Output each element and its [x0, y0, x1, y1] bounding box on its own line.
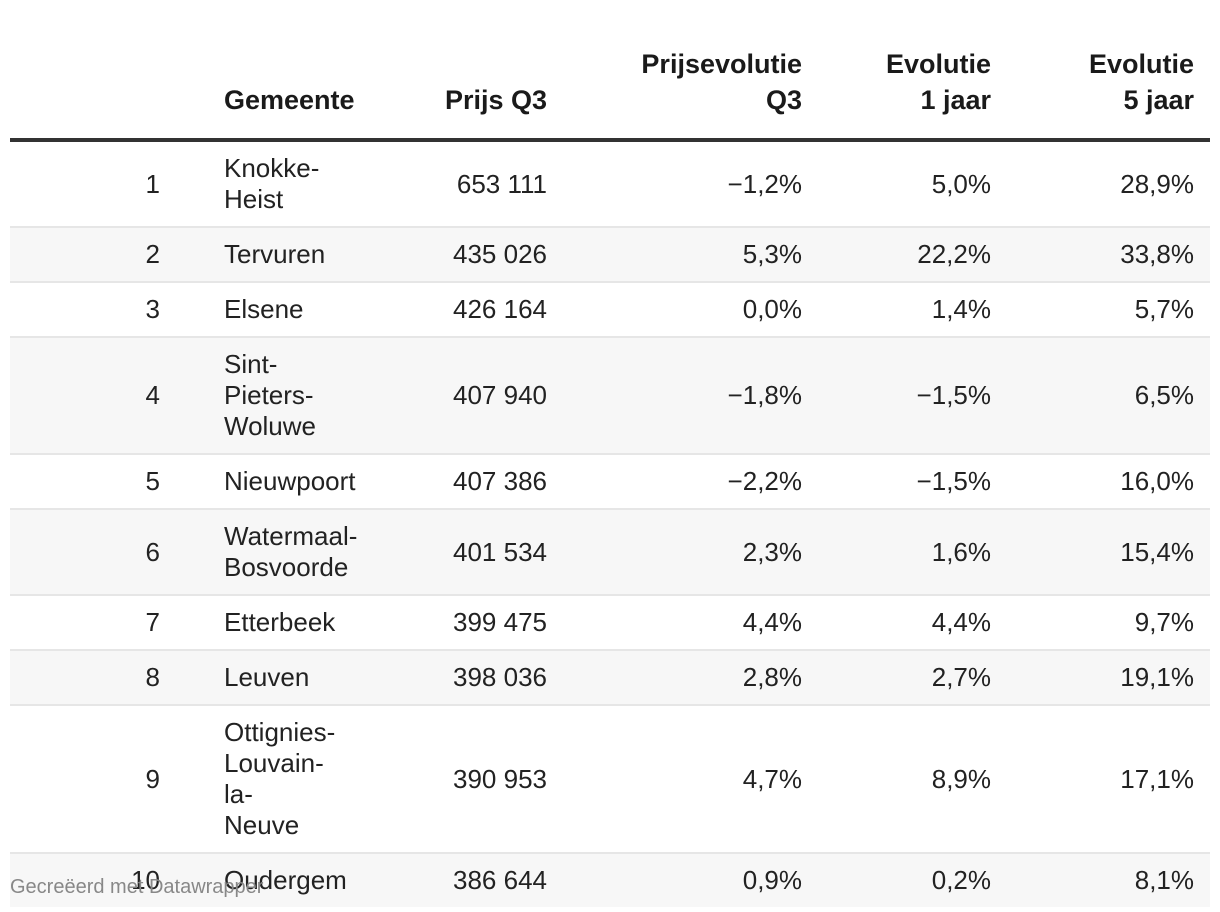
table-row: 2 Tervuren 435 026 5,3% 22,2% 33,8%	[10, 227, 1210, 283]
cell-evolutie-5-jaar: 5,7%	[1007, 282, 1210, 338]
cell-rank: 1	[10, 140, 160, 228]
cell-evolutie-1-jaar: 1,4%	[818, 282, 1007, 338]
cell-gemeente: Ottignies- Louvain-la- Neuve	[160, 705, 335, 854]
cell-gemeente: Nieuwpoort	[160, 454, 356, 510]
cell-prijs-q3: 386 644	[335, 853, 563, 907]
cell-prijsevolutie-q3: 2,3%	[563, 509, 818, 596]
header-prijsevolutie-q3: Prijsevolutie Q3	[563, 40, 818, 142]
cell-evolutie-5-jaar: 17,1%	[1007, 705, 1210, 854]
header-prijs-q3: Prijs Q3	[335, 40, 563, 142]
table-row: 5 Nieuwpoort 407 386 −2,2% −1,5% 16,0%	[10, 454, 1210, 510]
cell-evolutie-5-jaar: 33,8%	[1007, 227, 1210, 283]
cell-rank: 9	[10, 705, 160, 854]
cell-prijsevolutie-q3: 4,7%	[563, 705, 818, 854]
cell-prijsevolutie-q3: 5,3%	[563, 227, 818, 283]
cell-rank: 10	[10, 853, 160, 907]
cell-rank: 2	[10, 227, 160, 283]
cell-evolutie-5-jaar: 6,5%	[1007, 337, 1210, 455]
cell-evolutie-1-jaar: 8,9%	[818, 705, 1007, 854]
cell-evolutie-1-jaar: 0,2%	[818, 853, 1007, 907]
cell-evolutie-5-jaar: 8,1%	[1007, 853, 1210, 907]
cell-gemeente: Sint-Pieters- Woluwe	[160, 337, 335, 455]
table-header-row: Gemeente Prijs Q3 Prijsevolutie Q3 Evolutie 1…	[10, 40, 1210, 142]
cell-rank: 5	[10, 454, 160, 510]
cell-evolutie-1-jaar: 5,0%	[818, 140, 1007, 228]
cell-rank: 4	[10, 337, 160, 455]
data-table-container: Gemeente Prijs Q3 Prijsevolutie Q3 Evolutie 1…	[10, 40, 1210, 907]
table-row: 3 Elsene 426 164 0,0% 1,4% 5,7%	[10, 282, 1210, 338]
cell-gemeente: Tervuren	[160, 227, 335, 283]
cell-gemeente: Leuven	[160, 650, 335, 706]
header-evolutie-5-jaar: Evolutie 5 jaar	[1007, 40, 1210, 142]
cell-prijs-q3: 398 036	[335, 650, 563, 706]
cell-evolutie-1-jaar: 22,2%	[818, 227, 1007, 283]
table-row: 7 Etterbeek 399 475 4,4% 4,4% 9,7%	[10, 595, 1210, 651]
cell-rank: 6	[10, 509, 160, 596]
table-row: 6 Watermaal- Bosvoorde 401 534 2,3% 1,6% 15,4%	[10, 509, 1210, 596]
cell-evolutie-5-jaar: 19,1%	[1007, 650, 1210, 706]
cell-prijs-q3: 435 026	[335, 227, 563, 283]
cell-rank: 7	[10, 595, 160, 651]
table-row: 4 Sint-Pieters- Woluwe 407 940 −1,8% −1,5% 6,5…	[10, 337, 1210, 455]
cell-evolutie-1-jaar: 4,4%	[818, 595, 1007, 651]
cell-prijs-q3: 426 164	[335, 282, 563, 338]
cell-evolutie-5-jaar: 16,0%	[1007, 454, 1210, 510]
cell-prijs-q3: 399 475	[335, 595, 563, 651]
table-row: 8 Leuven 398 036 2,8% 2,7% 19,1%	[10, 650, 1210, 706]
cell-prijs-q3: 653 111	[335, 140, 563, 228]
cell-gemeente: Knokke- Heist	[160, 140, 335, 228]
cell-prijsevolutie-q3: 0,0%	[563, 282, 818, 338]
cell-evolutie-1-jaar: 2,7%	[818, 650, 1007, 706]
cell-prijsevolutie-q3: −1,8%	[563, 337, 818, 455]
cell-prijs-q3: 407 940	[335, 337, 563, 455]
cell-prijsevolutie-q3: 0,9%	[563, 853, 818, 907]
cell-gemeente: Etterbeek	[160, 595, 335, 651]
table-body: 1 Knokke- Heist 653 111 −1,2% 5,0% 28,9% 2 Tervu…	[10, 140, 1210, 907]
cell-evolutie-5-jaar: 15,4%	[1007, 509, 1210, 596]
cell-prijs-q3: 407 386	[335, 454, 563, 510]
cell-evolutie-1-jaar: 1,6%	[818, 509, 1007, 596]
cell-gemeente: Elsene	[160, 282, 335, 338]
header-rank	[10, 40, 160, 142]
table-row: 9 Ottignies- Louvain-la- Neuve 390 953 4,7% 8,…	[10, 705, 1210, 854]
header-evolutie-1-jaar: Evolutie 1 jaar	[818, 40, 1007, 142]
table-row: 10 Oudergem 386 644 0,9% 0,2% 8,1%	[10, 853, 1210, 907]
table-row: 1 Knokke- Heist 653 111 −1,2% 5,0% 28,9%	[10, 140, 1210, 228]
cell-evolutie-5-jaar: 28,9%	[1007, 140, 1210, 228]
cell-prijs-q3: 401 534	[335, 509, 563, 596]
credit-footer: Gecreëerd met Datawrapper	[10, 876, 264, 898]
cell-prijsevolutie-q3: −2,2%	[563, 454, 818, 510]
cell-prijs-q3: 390 953	[335, 705, 563, 854]
cell-rank: 8	[10, 650, 160, 706]
cell-gemeente: Oudergem	[160, 853, 347, 907]
cell-prijsevolutie-q3: 4,4%	[563, 595, 818, 651]
data-table: Gemeente Prijs Q3 Prijsevolutie Q3 Evolutie 1…	[10, 40, 1210, 907]
cell-gemeente: Watermaal- Bosvoorde	[160, 509, 357, 596]
cell-prijsevolutie-q3: 2,8%	[563, 650, 818, 706]
cell-evolutie-1-jaar: −1,5%	[818, 454, 1007, 510]
cell-evolutie-5-jaar: 9,7%	[1007, 595, 1210, 651]
cell-prijsevolutie-q3: −1,2%	[563, 140, 818, 228]
cell-rank: 3	[10, 282, 160, 338]
header-gemeente: Gemeente	[160, 40, 355, 142]
cell-evolutie-1-jaar: −1,5%	[818, 337, 1007, 455]
